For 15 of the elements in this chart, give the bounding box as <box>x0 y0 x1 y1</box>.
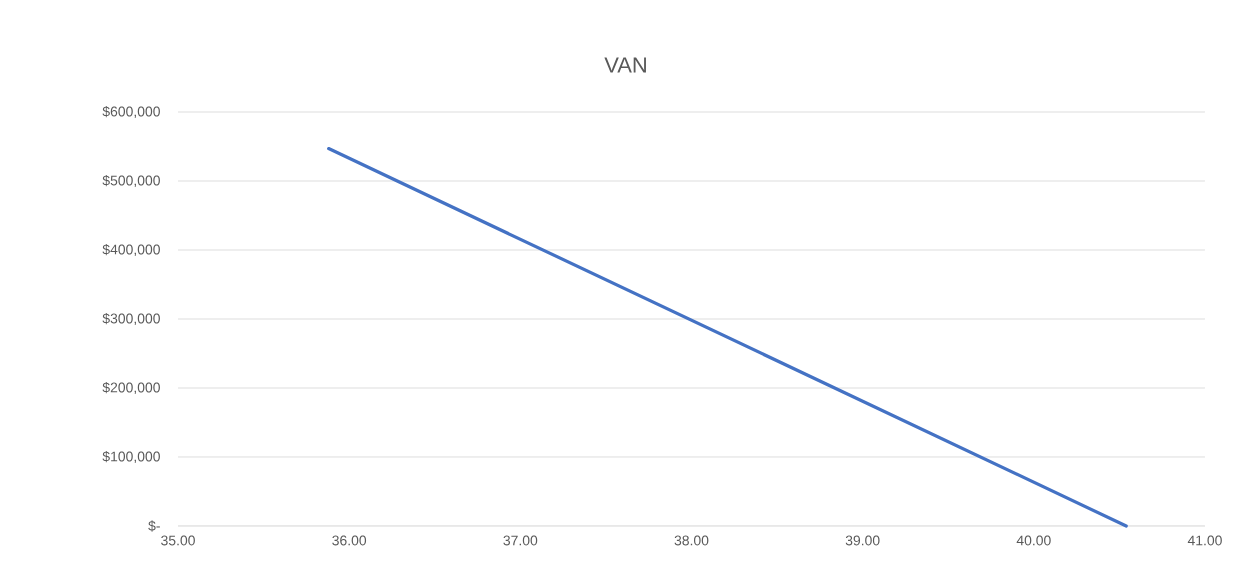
chart-title: VAN <box>604 57 646 73</box>
x-tick-label: 39.00 <box>845 535 880 546</box>
y-tick-label: $- <box>148 520 160 532</box>
y-tick-label: $400,000 <box>102 243 160 257</box>
x-tick-label: 36.00 <box>332 535 367 546</box>
y-tick-label: $600,000 <box>102 105 160 119</box>
y-tick-label: $100,000 <box>102 450 160 464</box>
x-tick-label: 40.00 <box>1016 535 1051 546</box>
y-tick-label: $300,000 <box>102 312 160 326</box>
x-tick-label: 41.00 <box>1187 535 1222 546</box>
x-tick-label: 37.00 <box>503 535 538 546</box>
y-tick-label: $500,000 <box>102 174 160 188</box>
x-tick-label: 38.00 <box>674 535 709 546</box>
y-tick-label: $200,000 <box>102 381 160 395</box>
x-tick-label: 35.00 <box>161 535 195 546</box>
